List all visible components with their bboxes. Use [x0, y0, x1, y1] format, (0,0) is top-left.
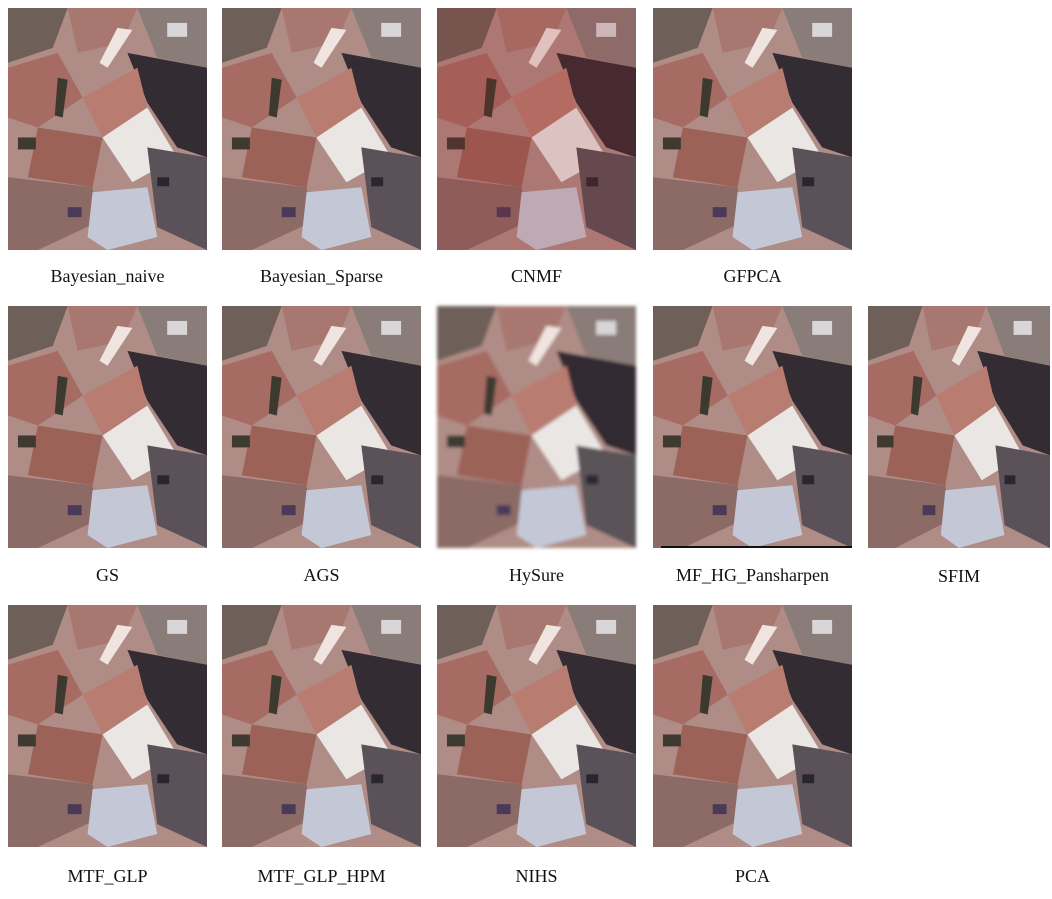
image-tile [437, 306, 636, 548]
page: {"rows": [ ["Bayesian_naive", "Bayesian_… [0, 0, 1052, 899]
image-tile [437, 605, 636, 847]
image-tile [653, 605, 852, 847]
caption: Bayesian_naive [51, 266, 165, 286]
image-tile [868, 306, 1050, 548]
caption: Bayesian_Sparse [260, 266, 383, 286]
tint-overlay [437, 8, 636, 250]
caption: MTF_GLP_HPM [257, 866, 385, 886]
image-tile [653, 8, 852, 250]
caption: MF_HG_Pansharpen [676, 565, 829, 585]
figure: Bayesian_naive Bayesian_Sparse CNMF GFPCA GS… [0, 0, 1052, 899]
image-tile [8, 605, 207, 847]
caption: MTF_GLP [67, 866, 147, 886]
caption: CNMF [511, 266, 562, 286]
image-tile [222, 605, 421, 847]
image-tile [8, 8, 207, 250]
caption: NIHS [515, 866, 557, 886]
image-tile [653, 306, 852, 548]
caption: AGS [303, 565, 339, 585]
caption: GS [96, 565, 119, 585]
caption: SFIM [938, 566, 980, 586]
border-line [661, 546, 852, 548]
caption: PCA [735, 866, 770, 886]
caption: GFPCA [723, 266, 781, 286]
caption: HySure [509, 565, 564, 585]
image-tile [8, 306, 207, 548]
image-tile [222, 8, 421, 250]
image-tile [222, 306, 421, 548]
